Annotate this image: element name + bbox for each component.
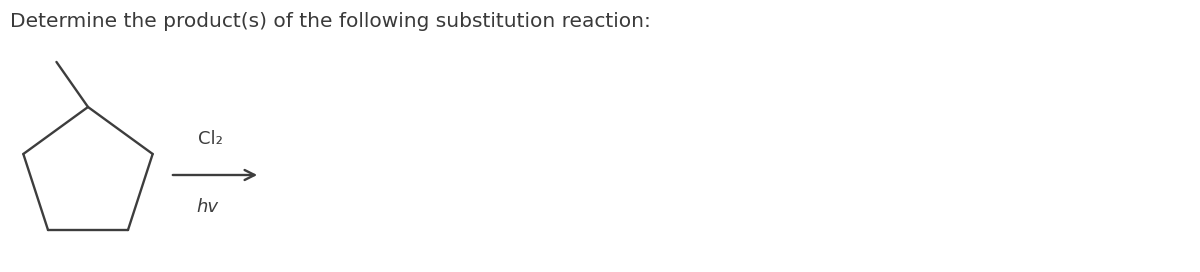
Text: hv: hv (196, 198, 218, 216)
Text: Determine the product(s) of the following substitution reaction:: Determine the product(s) of the followin… (10, 12, 650, 31)
Text: Cl₂: Cl₂ (198, 130, 222, 148)
